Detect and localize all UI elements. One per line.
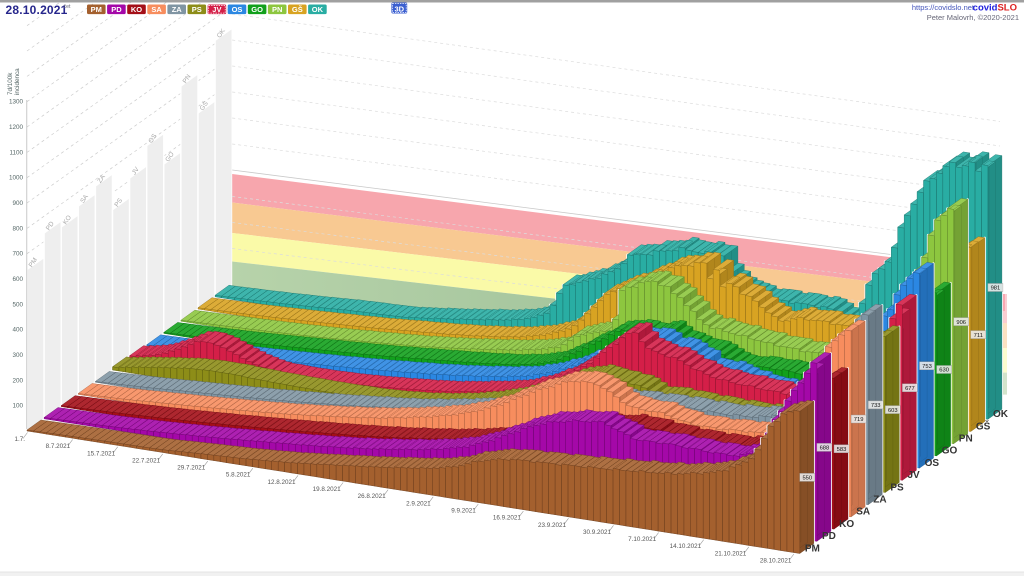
svg-text:ZA: ZA — [96, 173, 107, 184]
svg-text:5.8.2021: 5.8.2021 — [226, 472, 251, 479]
svg-text:733: 733 — [871, 403, 881, 409]
svg-text:28.10.2021: 28.10.2021 — [760, 558, 792, 565]
svg-text:16.9.2021: 16.9.2021 — [493, 515, 522, 522]
svg-text:29.7.2021: 29.7.2021 — [177, 465, 206, 472]
svg-text:900: 900 — [12, 200, 23, 207]
svg-text:JV: JV — [212, 5, 221, 14]
svg-text:12.8.2021: 12.8.2021 — [267, 479, 296, 486]
svg-text:1200: 1200 — [9, 124, 24, 131]
svg-text:PN: PN — [272, 5, 282, 14]
svg-text:SA: SA — [151, 5, 162, 14]
svg-text:677: 677 — [905, 386, 915, 392]
svg-text:600: 600 — [12, 276, 23, 283]
svg-text:incidenca: incidenca — [14, 68, 21, 95]
svg-text:čet: čet — [64, 4, 71, 10]
svg-text:15.7.2021: 15.7.2021 — [87, 450, 116, 457]
svg-text:OS: OS — [147, 132, 159, 144]
svg-text:GO: GO — [164, 151, 176, 163]
svg-text:700: 700 — [12, 251, 23, 258]
svg-text:KO: KO — [62, 214, 73, 226]
svg-text:8.7.2021: 8.7.2021 — [46, 443, 71, 450]
svg-text:630: 630 — [939, 368, 949, 374]
svg-text:22.7.2021: 22.7.2021 — [132, 457, 161, 464]
svg-text:OK: OK — [312, 5, 324, 14]
svg-text:200: 200 — [12, 377, 23, 384]
svg-text:https://covidslo.net: https://covidslo.net — [912, 3, 975, 12]
svg-text:OS: OS — [232, 5, 243, 14]
svg-text:1.7.: 1.7. — [14, 436, 25, 443]
svg-text:753: 753 — [922, 364, 932, 370]
svg-text:550: 550 — [802, 476, 812, 482]
svg-text:GŠ: GŠ — [292, 5, 303, 14]
svg-text:30.9.2021: 30.9.2021 — [583, 529, 612, 536]
svg-text:9.9.2021: 9.9.2021 — [451, 508, 476, 515]
svg-text:KO: KO — [131, 5, 142, 14]
svg-text:500: 500 — [12, 301, 23, 308]
svg-text:ZA: ZA — [172, 5, 183, 14]
svg-text:KO: KO — [839, 519, 854, 530]
svg-text:OK: OK — [216, 27, 228, 39]
svg-text:covidSLO: covidSLO — [973, 3, 1017, 14]
svg-text:800: 800 — [12, 225, 23, 232]
svg-text:GO: GO — [251, 5, 263, 14]
svg-text:PS: PS — [113, 197, 124, 209]
svg-text:100: 100 — [12, 403, 23, 410]
svg-text:1100: 1100 — [9, 149, 23, 156]
svg-text:PD: PD — [45, 220, 56, 232]
svg-text:GŠ: GŠ — [976, 419, 991, 432]
svg-text:981: 981 — [991, 286, 1001, 292]
svg-text:711: 711 — [974, 333, 983, 339]
svg-text:PS: PS — [890, 482, 904, 493]
svg-text:PD: PD — [111, 5, 122, 14]
svg-text:PD: PD — [822, 531, 836, 542]
svg-text:SA: SA — [79, 193, 90, 205]
svg-text:7.10.2021: 7.10.2021 — [628, 536, 657, 543]
svg-text:3D: 3D — [395, 5, 405, 14]
svg-text:JV: JV — [131, 165, 141, 176]
svg-text:23.9.2021: 23.9.2021 — [538, 522, 567, 529]
svg-text:PS: PS — [192, 5, 202, 14]
svg-text:26.8.2021: 26.8.2021 — [358, 493, 387, 500]
svg-text:300: 300 — [12, 352, 23, 359]
svg-text:JV: JV — [908, 470, 921, 481]
svg-text:603: 603 — [888, 408, 898, 414]
svg-text:PN: PN — [959, 434, 973, 445]
svg-text:OS: OS — [925, 458, 940, 469]
svg-text:GO: GO — [942, 446, 958, 457]
svg-text:OK: OK — [993, 409, 1009, 420]
svg-text:28.10.2021: 28.10.2021 — [6, 3, 68, 17]
svg-text:719: 719 — [854, 417, 864, 423]
svg-text:SA: SA — [856, 507, 870, 518]
svg-text:PM: PM — [91, 5, 102, 14]
svg-text:PN: PN — [182, 73, 193, 85]
svg-text:PM: PM — [805, 543, 820, 554]
svg-text:400: 400 — [12, 327, 23, 334]
svg-text:21.10.2021: 21.10.2021 — [715, 550, 747, 557]
svg-text:19.8.2021: 19.8.2021 — [313, 486, 342, 493]
svg-text:1300: 1300 — [9, 99, 24, 106]
svg-text:Peter Malovrh, ©2020-2021: Peter Malovrh, ©2020-2021 — [927, 13, 1019, 22]
svg-text:2.9.2021: 2.9.2021 — [406, 500, 431, 507]
svg-text:906: 906 — [956, 320, 966, 326]
svg-text:7d/100k: 7d/100k — [7, 72, 14, 95]
svg-text:688: 688 — [820, 446, 830, 452]
svg-text:14.10.2021: 14.10.2021 — [670, 543, 702, 550]
svg-text:PM: PM — [28, 257, 39, 269]
svg-text:1000: 1000 — [9, 175, 24, 182]
svg-text:ZA: ZA — [873, 495, 886, 506]
svg-text:583: 583 — [837, 447, 847, 453]
